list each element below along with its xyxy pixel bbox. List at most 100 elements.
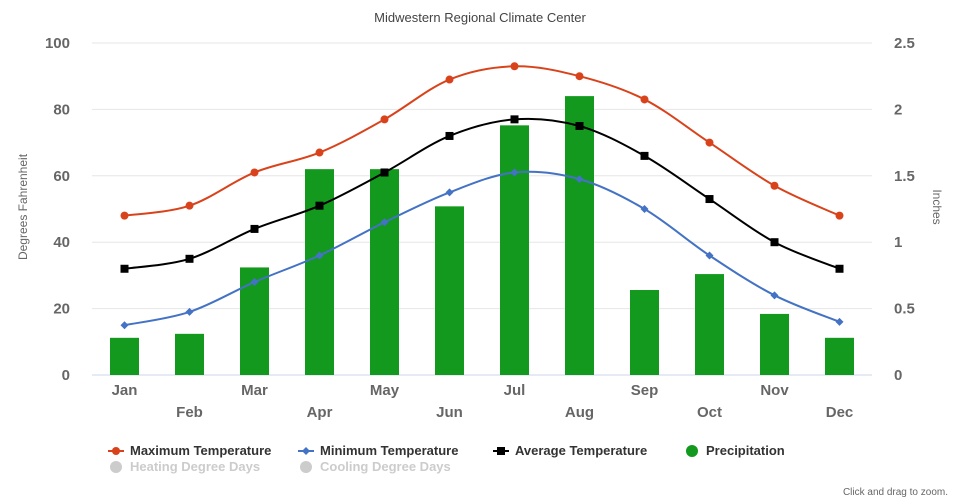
average-temperature-point[interactable] xyxy=(575,122,584,130)
x-tick-label: Apr xyxy=(307,404,333,421)
legend-marker[interactable] xyxy=(302,447,310,455)
maximum-temperature-point[interactable] xyxy=(185,201,194,210)
precipitation-bar[interactable] xyxy=(695,274,724,375)
minimum-temperature-point[interactable] xyxy=(705,251,714,260)
average-temperature-point[interactable] xyxy=(640,151,649,160)
minimum-temperature-point[interactable] xyxy=(250,278,259,287)
legend-label: Precipitation xyxy=(706,443,785,458)
x-tick-label: Dec xyxy=(826,404,854,421)
legend-marker xyxy=(300,461,312,473)
average-temperature-point[interactable] xyxy=(380,168,389,177)
y-left-tick-label: 80 xyxy=(53,101,70,118)
x-tick-label: Aug xyxy=(565,404,594,421)
precipitation-bar[interactable] xyxy=(565,96,594,376)
minimum-temperature-point[interactable] xyxy=(185,307,194,316)
minimum-temperature-point[interactable] xyxy=(380,218,389,227)
precipitation-bar[interactable] xyxy=(370,169,399,375)
y-right-tick-label: 2 xyxy=(894,101,902,118)
average-temperature-point[interactable] xyxy=(705,195,714,204)
average-temperature-point[interactable] xyxy=(250,224,259,233)
maximum-temperature-point[interactable] xyxy=(445,75,454,84)
maximum-temperature-point[interactable] xyxy=(705,138,714,147)
maximum-temperature-point[interactable] xyxy=(835,211,844,220)
minimum-temperature-point[interactable] xyxy=(120,321,129,330)
maximum-temperature-point[interactable] xyxy=(380,115,389,124)
y-right-tick-label: 0.5 xyxy=(894,301,915,318)
minimum-temperature-point[interactable] xyxy=(315,251,324,260)
legend-marker[interactable] xyxy=(497,447,505,455)
x-tick-label: Nov xyxy=(760,382,789,399)
precipitation-bar[interactable] xyxy=(500,125,529,375)
precipitation-bar[interactable] xyxy=(175,333,204,375)
maximum-temperature-point[interactable] xyxy=(510,62,519,71)
legend-label: Minimum Temperature xyxy=(320,443,458,458)
average-temperature-point[interactable] xyxy=(835,264,844,273)
y-right-tick-label: 1.5 xyxy=(894,168,915,185)
x-tick-label: Jul xyxy=(504,382,526,399)
minimum-temperature-point[interactable] xyxy=(575,175,584,184)
precipitation-bar[interactable] xyxy=(435,206,464,375)
y-left-tick-label: 60 xyxy=(53,168,70,185)
legend-label: Maximum Temperature xyxy=(130,443,271,458)
minimum-temperature-point[interactable] xyxy=(445,188,454,197)
zoom-hint: Click and drag to zoom. xyxy=(843,487,948,498)
x-tick-label: Oct xyxy=(697,404,722,421)
average-temperature-point[interactable] xyxy=(120,264,129,273)
average-temperature-line[interactable] xyxy=(124,117,840,270)
precipitation-bar[interactable] xyxy=(825,337,854,375)
y-left-tick-label: 20 xyxy=(53,301,70,318)
legend-marker xyxy=(110,461,122,473)
average-temperature-point[interactable] xyxy=(185,254,194,263)
average-temperature-point[interactable] xyxy=(770,238,779,247)
chart-title: Midwestern Regional Climate Center xyxy=(374,10,586,25)
maximum-temperature-point[interactable] xyxy=(575,72,584,81)
chart-legend: Maximum Temperature Minimum Temperature Av… xyxy=(108,443,785,474)
average-temperature-point[interactable] xyxy=(315,201,324,210)
y-axis-left-title: Degrees Fahrenheit xyxy=(16,153,30,260)
legend-label: Heating Degree Days xyxy=(130,459,260,474)
minimum-temperature-point[interactable] xyxy=(640,205,649,213)
x-tick-label: Feb xyxy=(176,404,203,421)
legend-item-heating-degree-days[interactable]: Heating Degree Days xyxy=(110,459,260,474)
maximum-temperature-point[interactable] xyxy=(120,211,129,220)
legend-item-precipitation[interactable]: Precipitation xyxy=(686,443,785,458)
maximum-temperature-point[interactable] xyxy=(315,148,324,157)
temperature-lines xyxy=(120,62,844,330)
left-axis-ticks: 0 20 40 60 80 100 xyxy=(45,35,70,384)
legend-item-average-temperature[interactable]: Average Temperature xyxy=(493,443,647,458)
precipitation-bar[interactable] xyxy=(760,313,789,375)
minimum-temperature-point[interactable] xyxy=(770,291,779,300)
y-left-tick-label: 100 xyxy=(45,35,70,52)
maximum-temperature-point[interactable] xyxy=(640,95,649,104)
y-axis-right-title: Inches xyxy=(930,189,944,224)
minimum-temperature-line[interactable] xyxy=(124,170,840,327)
precipitation-bar[interactable] xyxy=(110,337,139,375)
x-axis-ticks: Jan Feb Mar Apr May Jun Jul Aug Sep Oct Nov Dec xyxy=(112,382,854,421)
legend-item-minimum-temperature[interactable]: Minimum Temperature xyxy=(298,443,458,458)
x-tick-label: Jan xyxy=(112,382,138,399)
maximum-temperature-point[interactable] xyxy=(770,181,779,190)
legend-item-maximum-temperature[interactable]: Maximum Temperature xyxy=(108,443,271,458)
legend-label: Average Temperature xyxy=(515,443,647,458)
precipitation-bar[interactable] xyxy=(630,290,659,375)
maximum-temperature-line[interactable] xyxy=(124,65,840,217)
average-temperature-point[interactable] xyxy=(510,115,519,124)
x-tick-label: May xyxy=(370,382,400,399)
x-tick-label: Jun xyxy=(436,404,463,421)
legend-marker xyxy=(686,445,698,457)
minimum-temperature-point[interactable] xyxy=(835,317,844,326)
y-left-tick-label: 0 xyxy=(62,367,70,384)
legend-marker[interactable] xyxy=(112,447,120,455)
legend-item-cooling-degree-days[interactable]: Cooling Degree Days xyxy=(300,459,451,474)
average-temperature-point[interactable] xyxy=(445,131,454,140)
y-right-tick-label: 0 xyxy=(894,367,902,384)
y-right-tick-label: 1 xyxy=(894,234,902,251)
legend-label: Cooling Degree Days xyxy=(320,459,451,474)
minimum-temperature-point[interactable] xyxy=(510,168,519,177)
maximum-temperature-point[interactable] xyxy=(250,168,259,177)
precipitation-bars xyxy=(110,96,854,376)
gridlines xyxy=(92,42,872,376)
x-tick-label: Sep xyxy=(631,382,659,399)
right-axis-ticks: 0 0.5 1 1.5 2 2.5 xyxy=(894,35,915,384)
